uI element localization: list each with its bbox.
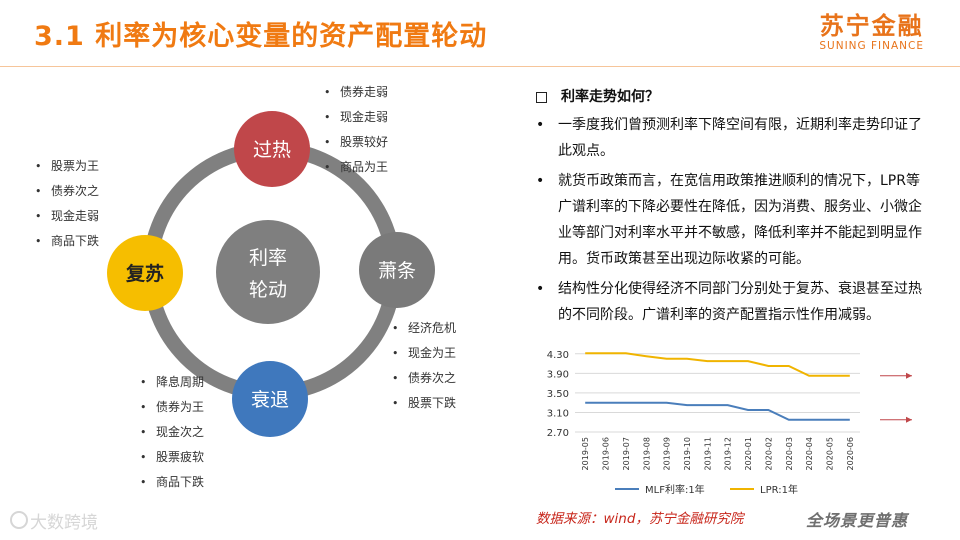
list-item: 股票较好 <box>322 130 388 155</box>
x-tick-label: 2020-05 <box>825 437 834 470</box>
x-tick-label: 2019-06 <box>602 437 611 470</box>
data-source-note: 数据来源：wind，苏宁金融研究院 <box>536 511 744 527</box>
arrowhead-icon <box>906 416 912 423</box>
y-tick-label: 2.70 <box>547 428 569 439</box>
brand-logo: 苏宁金融 SUNING FINANCE <box>819 12 924 52</box>
x-tick-label: 2020-06 <box>846 437 855 470</box>
cycle-center-line-2: 轮动 <box>249 279 287 301</box>
overheat-asset-list: 债券走弱 现金走弱 股票较好 商品为王 <box>322 80 388 180</box>
x-tick-label: 2020-04 <box>805 437 814 470</box>
phase-overheat-label: 过热 <box>253 139 291 161</box>
y-tick-label: 3.50 <box>547 389 569 400</box>
bullet-icon: • <box>536 281 545 297</box>
brand-name-cn: 苏宁金融 <box>819 12 924 40</box>
legend-label: MLF利率:1年 <box>645 483 705 496</box>
list-item: 现金为王 <box>390 341 456 366</box>
list-item: 股票疲软 <box>138 445 204 470</box>
x-tick-label: 2019-11 <box>703 437 712 470</box>
phase-stagflation-node <box>359 232 435 308</box>
list-item: 商品下跌 <box>138 470 204 495</box>
stagflation-asset-list: 经济危机 现金为王 债券次之 股票下跌 <box>390 316 456 416</box>
y-tick-label: 3.10 <box>547 408 569 419</box>
watermark: 大数跨境 <box>30 513 98 533</box>
analysis-paragraph: • 就货币政策而言，在宽信用政策推进顺利的情况下，LPR等广谱利率的下降必要性在… <box>534 168 926 272</box>
bullet-icon: • <box>536 117 545 133</box>
analysis-paragraph: • 一季度我们曾预测利率下降空间有限，近期利率走势印证了此观点。 <box>534 112 926 164</box>
recovery-asset-list: 股票为王 债券次之 现金走弱 商品下跌 <box>33 154 99 254</box>
brand-name-en: SUNING FINANCE <box>819 40 924 52</box>
x-tick-label: 2019-08 <box>642 437 651 470</box>
phase-recession-label: 衰退 <box>251 389 289 411</box>
x-tick-label: 2019-05 <box>581 437 590 470</box>
list-item: 经济危机 <box>390 316 456 341</box>
page-title: 3.1 利率为核心变量的资产配置轮动 <box>34 21 488 52</box>
legend-label: LPR:1年 <box>760 483 798 496</box>
x-tick-label: 2020-01 <box>744 437 753 470</box>
list-item: 降息周期 <box>138 370 204 395</box>
list-item: 债券次之 <box>33 179 99 204</box>
list-item: 现金次之 <box>138 420 204 445</box>
phase-overheat-node <box>234 111 310 187</box>
cycle-center-line-1: 利率 <box>249 247 287 269</box>
x-tick-label: 2019-09 <box>663 437 672 470</box>
phase-recovery-label: 复苏 <box>125 262 164 285</box>
question-heading: 利率走势如何？ <box>534 84 926 110</box>
x-tick-label: 2019-12 <box>724 437 733 470</box>
x-tick-label: 2020-03 <box>785 437 794 470</box>
list-item: 股票下跌 <box>390 391 456 416</box>
list-item: 债券为王 <box>138 395 204 420</box>
slogan: 全场景更普惠 <box>806 511 909 530</box>
question-text: 利率走势如何？ <box>561 89 659 105</box>
list-item: 商品为王 <box>322 155 388 180</box>
watermark-icon <box>10 511 28 529</box>
header-divider <box>0 66 960 67</box>
checkbox-bullet-icon <box>536 91 547 103</box>
list-item: 现金走弱 <box>322 105 388 130</box>
arrowhead-icon <box>906 372 912 379</box>
recession-asset-list: 降息周期 债券为王 现金次之 股票疲软 商品下跌 <box>138 370 204 495</box>
y-tick-label: 3.90 <box>547 369 569 380</box>
y-tick-label: 4.30 <box>547 350 569 361</box>
list-item: 债券次之 <box>390 366 456 391</box>
list-item: 债券走弱 <box>322 80 388 105</box>
x-tick-label: 2019-10 <box>683 437 692 470</box>
phase-recovery-node <box>107 235 183 311</box>
phase-recession-node <box>232 361 308 437</box>
bullet-icon: • <box>536 173 545 189</box>
x-tick-label: 2020-02 <box>764 437 773 470</box>
series-line-lpr <box>585 352 850 377</box>
analysis-paragraph: • 结构性分化使得经济不同部门分别处于复苏、衰退甚至过热的不同阶段。广谱利率的资… <box>534 276 926 328</box>
x-tick-label: 2019-07 <box>622 437 631 470</box>
list-item: 股票为王 <box>33 154 99 179</box>
analysis-panel: 利率走势如何？ • 一季度我们曾预测利率下降空间有限，近期利率走势印证了此观点。… <box>534 84 926 328</box>
series-line-mlf <box>585 401 850 421</box>
asset-rotation-cycle: 利率 轮动 过热 萧条 衰退 复苏 <box>107 111 435 437</box>
phase-stagflation-label: 萧条 <box>378 260 416 282</box>
interest-rate-chart: 4.30 3.90 3.50 3.10 2.70 2019-05 2019-06 2019-0… <box>547 350 912 496</box>
cycle-center <box>216 220 320 324</box>
list-item: 商品下跌 <box>33 229 99 254</box>
list-item: 现金走弱 <box>33 204 99 229</box>
